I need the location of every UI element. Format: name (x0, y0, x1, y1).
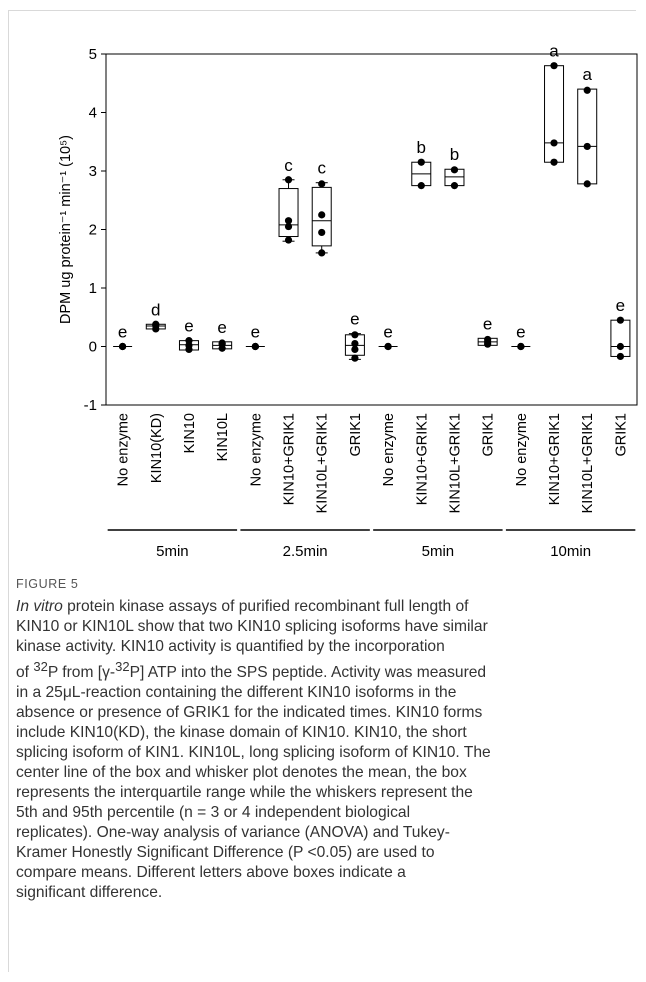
data-point (484, 335, 492, 344)
data-point (284, 217, 293, 225)
data-point (450, 182, 459, 190)
significance-letter: e (616, 296, 625, 315)
y-tick-label: 4 (89, 105, 97, 122)
data-point (351, 339, 359, 348)
data-point (616, 342, 625, 351)
significance-letter: e (251, 323, 260, 342)
category-label: KIN10L (215, 413, 231, 461)
data-point (284, 176, 293, 184)
category-label: No enzyme (116, 413, 132, 486)
data-point (616, 352, 625, 361)
box (610, 319, 631, 357)
group-label: 5min (422, 543, 455, 560)
data-point (185, 337, 193, 345)
data-point (550, 139, 558, 147)
data-point (550, 62, 558, 70)
data-point (583, 142, 591, 151)
category-label: KIN10L+GRIK1 (315, 413, 331, 513)
significance-letter: e (383, 323, 392, 342)
y-axis-label: DPM ug protein⁻¹ min⁻¹ (10⁵) (58, 135, 74, 324)
category-label: GRIK1 (481, 413, 497, 457)
y-tick-label: 0 (89, 339, 97, 356)
data-point (218, 339, 226, 347)
data-point (351, 345, 359, 354)
data-point (583, 86, 591, 94)
category-label: No enzyme (514, 413, 530, 486)
category-label: KIN10+GRIK1 (282, 413, 298, 505)
category-label: KIN10L+GRIK1 (447, 413, 463, 513)
category-label: No enzyme (381, 413, 397, 486)
data-point (517, 342, 525, 351)
data-point (417, 158, 425, 166)
significance-letter: b (417, 138, 426, 157)
significance-letter: d (151, 300, 160, 319)
y-tick-label: 3 (89, 163, 97, 180)
data-point (318, 228, 326, 237)
group-label: 5min (156, 543, 189, 560)
frame-top-border (8, 10, 636, 11)
y-tick-label: 5 (89, 46, 97, 63)
plot-marks (113, 62, 631, 362)
data-point (384, 342, 392, 351)
significance-letter: a (582, 65, 592, 84)
significance-letter: c (284, 156, 293, 175)
data-point (318, 180, 326, 188)
data-point (152, 320, 160, 328)
data-point (550, 158, 558, 166)
box (544, 65, 565, 163)
category-label: KIN10L+GRIK1 (580, 413, 596, 513)
y-tick-label: -1 (84, 397, 97, 414)
significance-letter: a (549, 42, 559, 61)
category-label: KIN10(KD) (149, 413, 165, 483)
y-tick-label: 1 (89, 280, 97, 297)
data-point (318, 249, 326, 257)
significance-letter: e (516, 323, 525, 342)
data-point (351, 331, 359, 339)
data-point (583, 180, 591, 188)
box-plot-chart: -1 0 1 2 3 4 5 DPM ug protein⁻¹ min⁻¹ (10⁵) e No … (58, 42, 638, 560)
category-label: GRIK1 (348, 413, 364, 457)
significance-letter: c (317, 159, 326, 178)
significance-letter: e (184, 317, 193, 336)
plot-axes (101, 53, 638, 531)
frame-left-border (8, 10, 9, 972)
figure-caption: FIGURE 5 In vitro protein kinase assays … (16, 577, 628, 903)
data-point (284, 222, 293, 231)
y-tick-label: 2 (89, 222, 97, 239)
group-label: 2.5min (283, 543, 328, 560)
significance-letter: e (118, 323, 127, 342)
data-point (351, 354, 359, 362)
data-point (284, 236, 293, 244)
category-label: GRIK1 (613, 413, 629, 457)
group-label: 10min (550, 543, 591, 560)
data-point (616, 316, 625, 324)
plot-frame (105, 53, 638, 406)
significance-letter: b (450, 145, 459, 164)
significance-letter: e (350, 310, 359, 329)
category-label: KIN10+GRIK1 (414, 413, 430, 505)
data-point (251, 342, 259, 351)
data-point (450, 166, 459, 174)
data-point (118, 342, 127, 351)
box (577, 88, 598, 185)
data-point (318, 211, 326, 219)
category-label: No enzyme (248, 413, 264, 486)
plot-labels: -1 0 1 2 3 4 5 DPM ug protein⁻¹ min⁻¹ (10⁵) e No … (58, 42, 629, 560)
figure-label: FIGURE 5 (16, 577, 79, 591)
category-label: KIN10+GRIK1 (547, 413, 563, 505)
figure-caption-text: In vitro protein kinase assays of purifi… (16, 598, 491, 902)
data-point (417, 182, 425, 190)
category-label: KIN10 (182, 413, 198, 453)
significance-letter: e (483, 314, 492, 333)
significance-letter: e (217, 318, 226, 337)
